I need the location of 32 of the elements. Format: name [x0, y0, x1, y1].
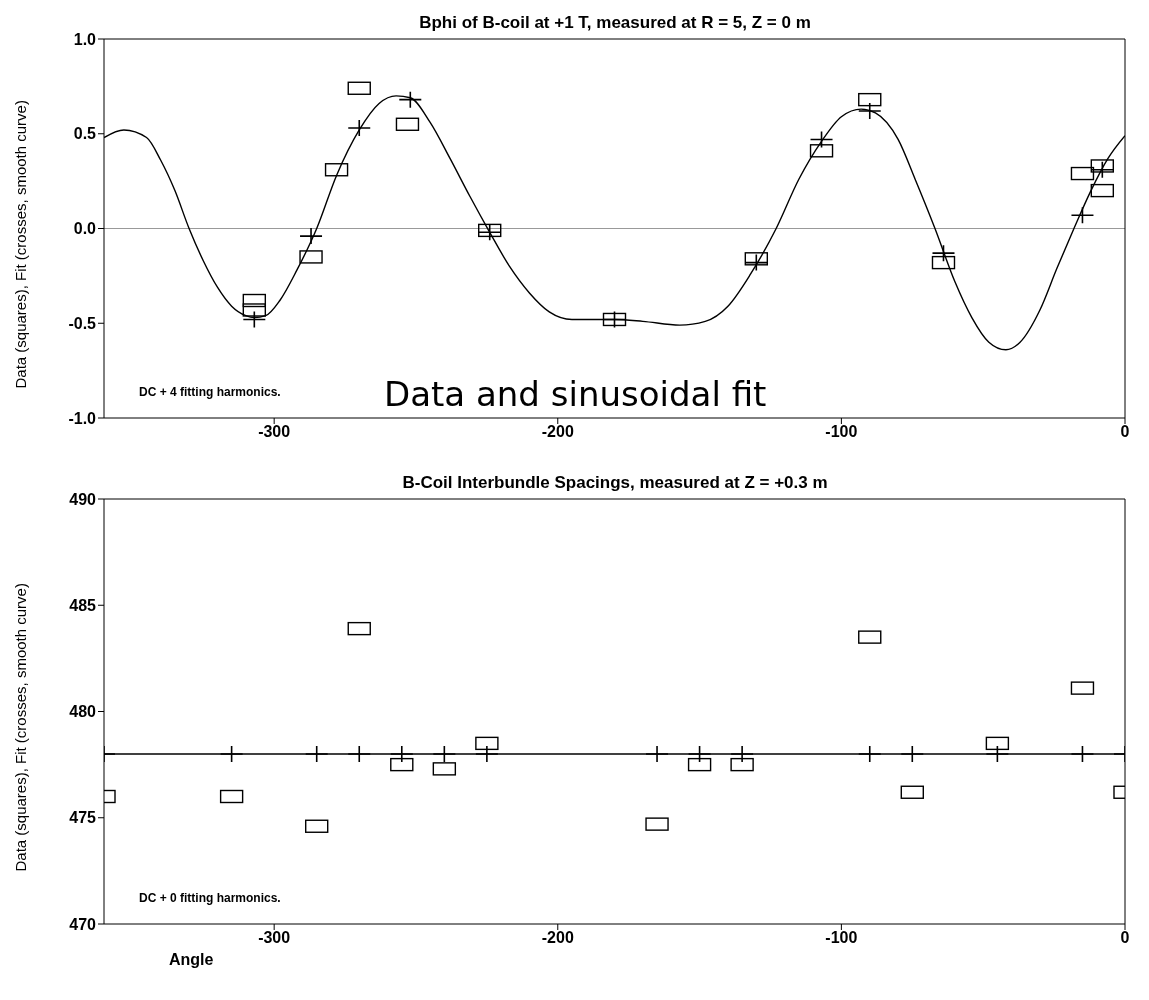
x-tick-label: -300 [258, 423, 291, 441]
point [1091, 161, 1114, 178]
point [300, 228, 323, 245]
y-tick-label: 1.0 [73, 30, 97, 48]
x-tick-label: 0 [1120, 423, 1130, 441]
x-tick-label: -200 [541, 929, 574, 947]
y-tick-label: 490 [69, 490, 97, 508]
point [858, 103, 881, 120]
point [1071, 207, 1094, 224]
y-tick-label: 0.0 [73, 220, 97, 238]
y-tick-label: 485 [69, 596, 97, 614]
point [348, 120, 371, 137]
y-tick-label: -0.5 [68, 314, 97, 332]
annotation: Data and sinusoidal fit [384, 374, 767, 414]
y-axis-title: Data (squares), Fit (crosses, smooth curve) [12, 583, 30, 872]
chart-title: B-Coil Interbundle Spacings, measured at Z = +0.3 m [402, 473, 828, 492]
x-tick-label: 0 [1120, 929, 1130, 947]
point [932, 245, 955, 262]
x-tick-label: -300 [258, 929, 291, 947]
annotation: DC + 0 fitting harmonics. [139, 891, 281, 905]
y-axis-title: Data (squares), Fit (crosses, smooth curve) [12, 100, 30, 389]
y-tick-label: 475 [69, 809, 97, 827]
chart-title: Bphi of B-coil at +1 T, measured at R = 5, Z = 0 m [419, 13, 811, 32]
annotation: DC + 4 fitting harmonics. [139, 385, 281, 399]
y-tick-label: -1.0 [68, 409, 97, 427]
y-tick-label: 0.5 [73, 125, 97, 143]
x-axis-title: Angle [169, 951, 214, 968]
y-tick-label: 470 [69, 915, 97, 933]
x-tick-label: -200 [541, 423, 574, 441]
x-tick-label: -100 [825, 423, 858, 441]
x-tick-label: -100 [825, 929, 858, 947]
y-tick-label: 480 [69, 703, 97, 721]
